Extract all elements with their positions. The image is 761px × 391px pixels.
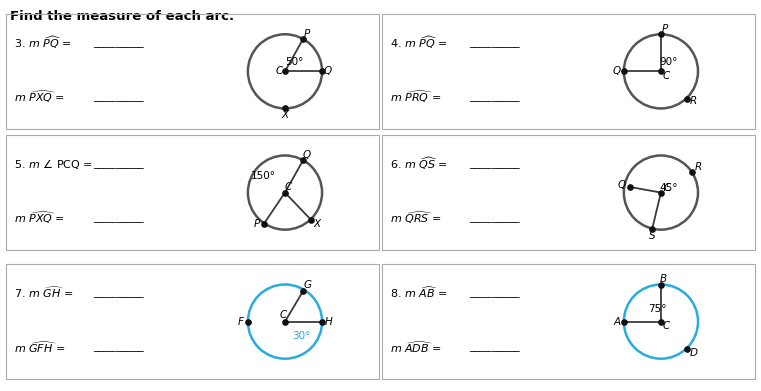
Text: _________: _________ [470,92,521,102]
Text: _________: _________ [94,159,145,169]
Text: X: X [314,219,321,230]
Text: _________: _________ [470,288,521,298]
Text: $m$ $\widehat{PXQ}$ =: $m$ $\widehat{PXQ}$ = [14,88,65,105]
Text: _________: _________ [470,342,521,352]
Text: R: R [694,162,702,172]
Text: F: F [238,317,244,326]
Text: _________: _________ [470,159,521,169]
Text: P: P [304,29,310,39]
Text: $m$ $\widehat{PRQ}$ =: $m$ $\widehat{PRQ}$ = [390,88,441,105]
Text: _________: _________ [94,288,145,298]
Text: 50°: 50° [285,57,304,67]
Text: H: H [324,317,332,326]
Text: P: P [254,219,260,230]
Text: $m$ $\widehat{QRS}$ =: $m$ $\widehat{QRS}$ = [390,210,441,226]
Text: Q: Q [303,150,311,160]
Text: _________: _________ [94,213,145,223]
Text: 5. $m$ $\angle$ PCQ =: 5. $m$ $\angle$ PCQ = [14,157,93,171]
Text: 30°: 30° [292,330,310,341]
Text: _________: _________ [94,342,145,352]
Text: 75°: 75° [648,303,667,314]
Text: G: G [304,280,312,291]
Text: $m$ $\widehat{GFH}$ =: $m$ $\widehat{GFH}$ = [14,339,65,355]
Text: 8. $m$ $\widehat{AB}$ =: 8. $m$ $\widehat{AB}$ = [390,285,447,300]
Text: C: C [279,310,286,321]
Text: _________: _________ [470,38,521,48]
Text: D: D [689,348,697,358]
Text: Find the measure of each arc.: Find the measure of each arc. [10,10,234,23]
Text: C: C [663,71,670,81]
Text: R: R [689,97,697,106]
Text: C: C [285,182,292,192]
Text: 90°: 90° [660,57,678,67]
Text: C: C [275,66,282,76]
Text: Q: Q [613,66,621,76]
Text: X: X [282,110,288,120]
Text: Q: Q [323,66,332,76]
Text: C: C [664,183,670,193]
Text: C: C [663,321,670,331]
Text: 7. $m$ $\widehat{GH}$ =: 7. $m$ $\widehat{GH}$ = [14,285,73,300]
Text: B: B [660,274,667,284]
Text: _________: _________ [94,38,145,48]
Text: 4. $m$ $\widehat{PQ}$ =: 4. $m$ $\widehat{PQ}$ = [390,34,447,51]
Text: 3. $m$ $\widehat{PQ}$ =: 3. $m$ $\widehat{PQ}$ = [14,34,72,51]
Text: 150°: 150° [250,171,275,181]
Text: 6. $m$ $\widehat{QS}$ =: 6. $m$ $\widehat{QS}$ = [390,155,447,172]
Text: 45°: 45° [660,183,678,193]
Text: P: P [662,24,668,34]
Text: _________: _________ [94,92,145,102]
Text: $m$ $\widehat{ADB}$ =: $m$ $\widehat{ADB}$ = [390,339,441,355]
Text: Q: Q [618,180,626,190]
Text: A: A [613,317,620,326]
Text: S: S [649,231,655,241]
Text: _________: _________ [470,213,521,223]
Text: $m$ $\widehat{PXQ}$ =: $m$ $\widehat{PXQ}$ = [14,210,65,226]
